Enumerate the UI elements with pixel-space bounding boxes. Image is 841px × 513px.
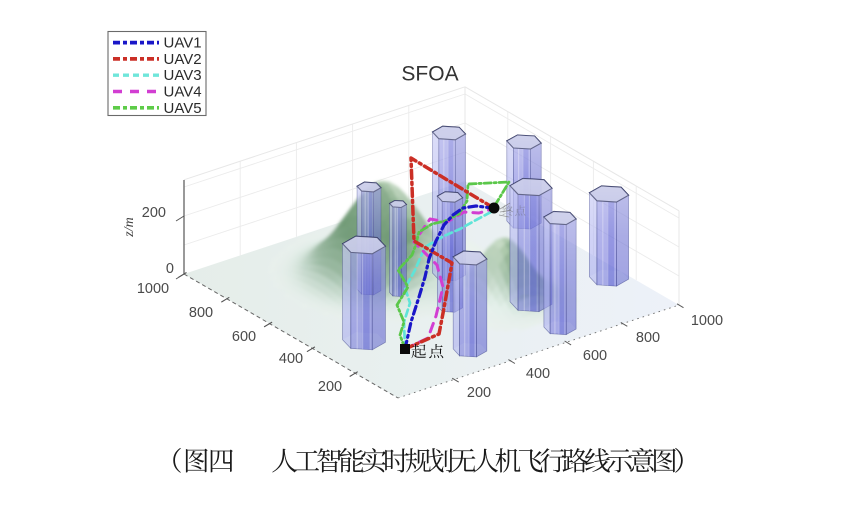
- svg-text:UAV3: UAV3: [164, 67, 202, 84]
- svg-text:400: 400: [279, 351, 303, 367]
- svg-text:600: 600: [232, 329, 256, 345]
- svg-text:1000: 1000: [137, 281, 169, 297]
- svg-text:z/m: z/m: [122, 217, 137, 237]
- svg-text:200: 200: [467, 385, 491, 401]
- svg-text:1000: 1000: [691, 313, 723, 329]
- svg-text:0: 0: [166, 261, 174, 277]
- svg-text:UAV4: UAV4: [164, 84, 202, 101]
- svg-text:UAV1: UAV1: [164, 35, 202, 52]
- svg-text:800: 800: [636, 330, 660, 346]
- svg-text:UAV5: UAV5: [164, 100, 202, 117]
- svg-text:SFOA: SFOA: [401, 63, 458, 86]
- svg-text:800: 800: [189, 305, 213, 321]
- svg-text:UAV2: UAV2: [164, 51, 202, 68]
- svg-text:600: 600: [583, 348, 607, 364]
- svg-text:200: 200: [318, 379, 342, 395]
- svg-text:400: 400: [526, 366, 550, 382]
- svg-text:200: 200: [142, 205, 166, 221]
